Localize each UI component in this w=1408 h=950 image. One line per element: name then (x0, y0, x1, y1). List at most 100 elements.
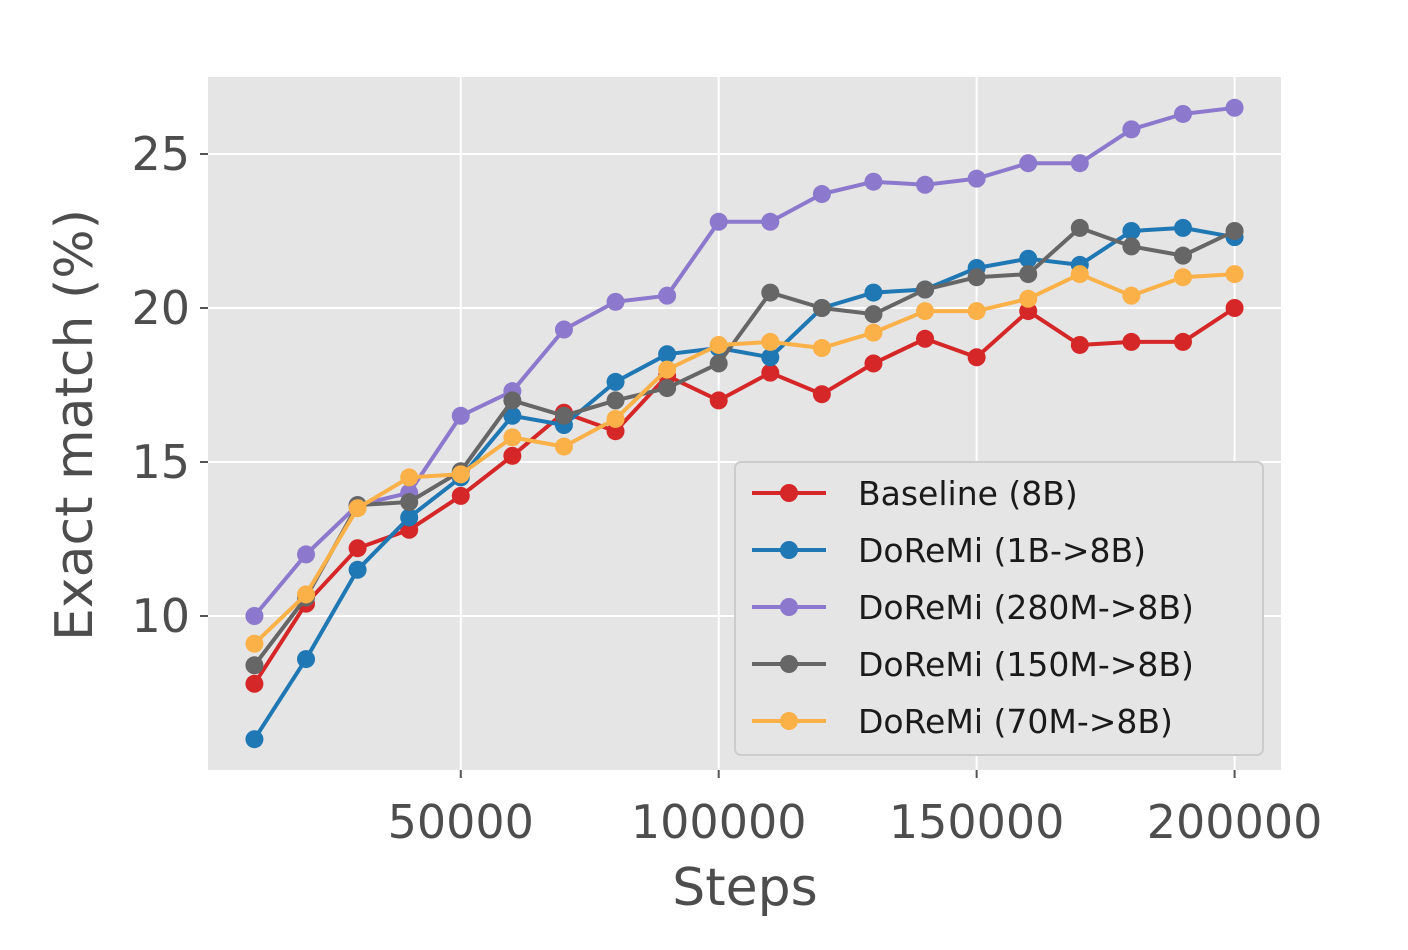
data-point (451, 406, 470, 425)
data-point (297, 650, 316, 669)
x-axis-label: Steps (672, 858, 818, 918)
legend-marker (780, 541, 798, 559)
data-point (812, 385, 831, 404)
x-tick-label: 50000 (388, 795, 534, 849)
legend-label: DoReMi (280M->8B) (858, 588, 1194, 627)
data-point (916, 175, 935, 194)
data-point (400, 493, 419, 512)
data-point (658, 286, 677, 305)
data-point (864, 172, 883, 191)
data-point (1122, 286, 1141, 305)
data-point (1019, 249, 1038, 268)
legend-label: Baseline (8B) (858, 474, 1078, 513)
x-tick-label: 200000 (1147, 795, 1323, 849)
data-point (554, 437, 573, 456)
data-point (400, 508, 419, 527)
series-0 (245, 299, 1244, 693)
data-point (1070, 218, 1089, 237)
legend-label: DoReMi (1B->8B) (858, 531, 1146, 570)
data-point (864, 305, 883, 324)
data-point (451, 465, 470, 484)
data-point (606, 422, 625, 441)
data-point (1122, 332, 1141, 351)
data-point (709, 391, 728, 410)
x-tick-label: 100000 (631, 795, 807, 849)
data-point (606, 372, 625, 391)
legend-label: DoReMi (150M->8B) (858, 645, 1194, 684)
data-point (812, 339, 831, 358)
data-point (554, 406, 573, 425)
data-point (864, 323, 883, 342)
data-point (348, 539, 367, 558)
legend-item: Baseline (8B) (752, 474, 1078, 513)
data-point (709, 212, 728, 231)
legend-label: DoReMi (70M->8B) (858, 702, 1173, 741)
y-tick-label: 15 (131, 435, 190, 489)
data-point (245, 674, 264, 693)
data-point (967, 169, 986, 188)
series-line (252, 225, 1236, 667)
data-point (864, 283, 883, 302)
data-point (1173, 104, 1192, 123)
legend-item: DoReMi (150M->8B) (752, 645, 1194, 684)
data-point (503, 446, 522, 465)
data-point (245, 607, 264, 625)
data-point (503, 406, 522, 425)
data-point (245, 634, 264, 653)
data-point (606, 409, 625, 428)
data-point (709, 354, 728, 373)
data-point (761, 332, 780, 351)
data-point (1070, 335, 1089, 354)
data-point (400, 468, 419, 487)
y-tick-labels: 10 15 20 25 (131, 127, 190, 643)
y-axis-label: Exact match (%) (45, 209, 105, 641)
data-point (1019, 154, 1038, 173)
data-point (503, 391, 522, 410)
data-point (967, 348, 986, 367)
data-point (297, 585, 316, 604)
data-point (812, 299, 831, 317)
series-layer (245, 98, 1244, 749)
data-point (916, 280, 935, 299)
data-point (1070, 265, 1089, 284)
data-point (658, 360, 677, 379)
legend-item: DoReMi (1B->8B) (752, 531, 1146, 570)
data-point (1070, 154, 1089, 173)
data-point (1173, 332, 1192, 351)
series-4 (245, 265, 1244, 653)
legend-marker (780, 712, 798, 730)
data-point (1225, 299, 1244, 317)
legend-marker (780, 598, 798, 616)
legend: Baseline (8B) DoReMi (1B->8B) DoReMi (280M… (734, 461, 1264, 756)
y-tick-label: 25 (131, 127, 190, 181)
legend-marker (780, 484, 798, 502)
y-tick-label: 20 (131, 281, 190, 335)
data-point (1122, 120, 1141, 139)
data-point (812, 185, 831, 204)
data-point (1019, 289, 1038, 308)
data-point (967, 302, 986, 321)
data-point (761, 363, 780, 382)
data-point (1019, 265, 1038, 284)
legend-item: DoReMi (70M->8B) (752, 702, 1173, 741)
data-point (1173, 246, 1192, 265)
data-point (1225, 222, 1244, 240)
data-point (658, 379, 677, 398)
data-point (1173, 268, 1192, 287)
data-point (761, 212, 780, 231)
data-point (1225, 98, 1244, 117)
data-point (348, 560, 367, 579)
series-3 (245, 218, 1244, 675)
legend-marker (780, 655, 798, 673)
data-point (916, 329, 935, 348)
data-point (916, 302, 935, 321)
data-point (1019, 302, 1038, 321)
x-tick-label: 150000 (889, 795, 1065, 849)
data-point (606, 292, 625, 311)
data-point (503, 428, 522, 447)
data-point (709, 335, 728, 354)
data-point (1122, 222, 1141, 240)
x-tick-labels: 50000 100000 150000 200000 (388, 795, 1323, 849)
data-point (1225, 265, 1244, 284)
